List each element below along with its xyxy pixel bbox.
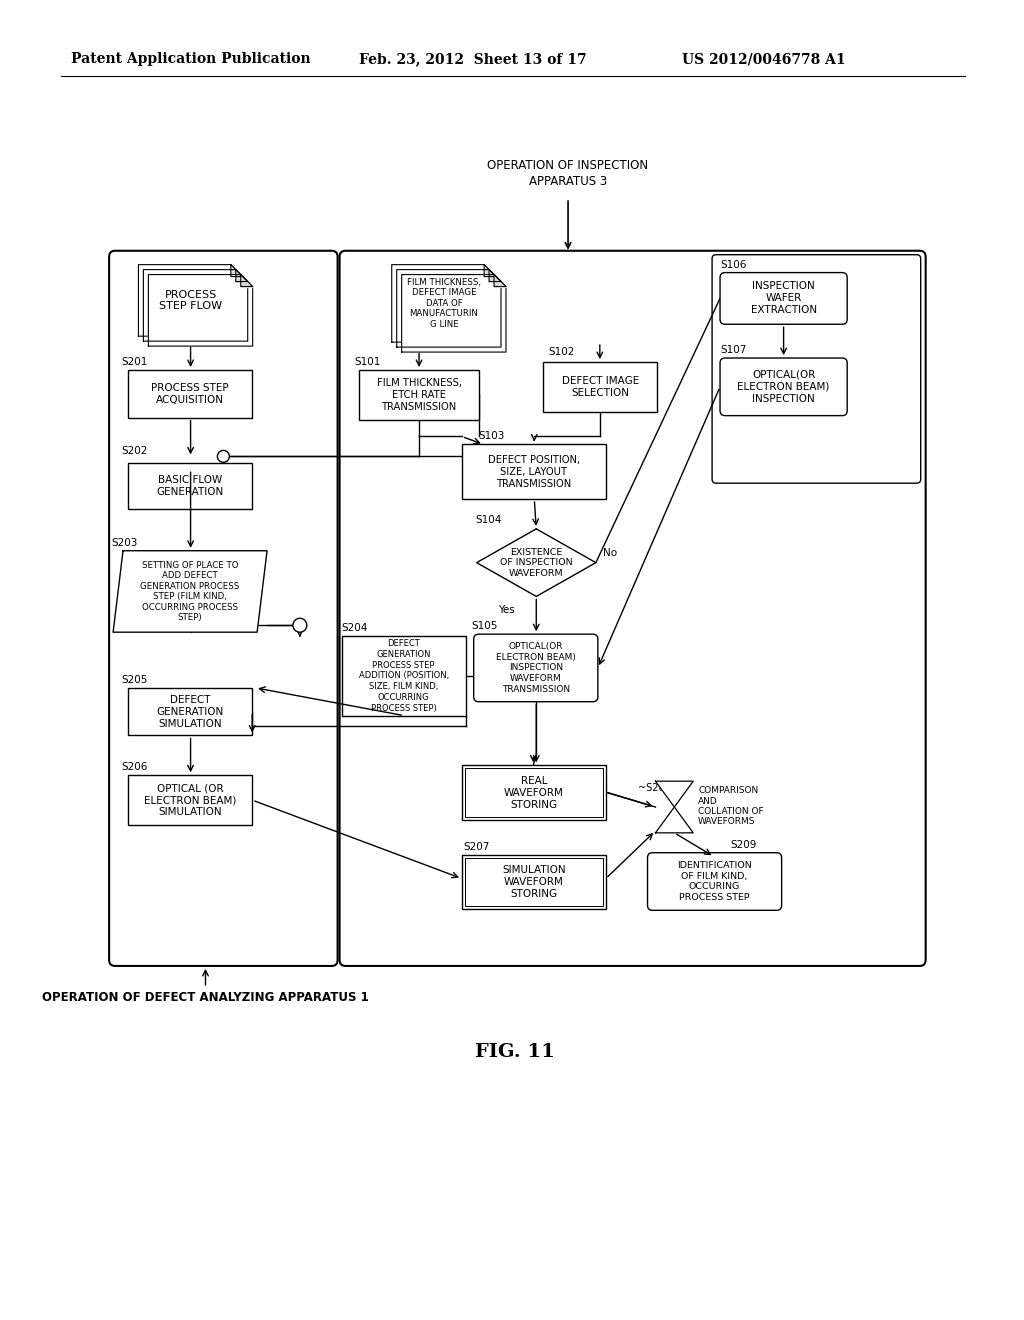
Text: DEFECT IMAGE
SELECTION: DEFECT IMAGE SELECTION	[562, 376, 639, 397]
Text: FILM THICKNESS,
DEFECT IMAGE
DATA OF
MANUFACTURIN
G LINE: FILM THICKNESS, DEFECT IMAGE DATA OF MAN…	[407, 279, 481, 329]
Text: EXISTENCE
OF INSPECTION
WAVEFORM: EXISTENCE OF INSPECTION WAVEFORM	[500, 548, 572, 578]
FancyBboxPatch shape	[720, 358, 847, 416]
Text: S104: S104	[476, 515, 502, 525]
Text: Patent Application Publication: Patent Application Publication	[72, 51, 311, 66]
Polygon shape	[494, 275, 506, 286]
Text: FILM THICKNESS,
ETCH RATE
TRANSMISSION: FILM THICKNESS, ETCH RATE TRANSMISSION	[377, 378, 462, 412]
Bar	[462, 445, 606, 499]
Text: BASIC FLOW
GENERATION: BASIC FLOW GENERATION	[157, 475, 223, 498]
Text: COMPARISON
AND
COLLATION OF
WAVEFORMS: COMPARISON AND COLLATION OF WAVEFORMS	[698, 787, 764, 826]
Text: DEFECT
GENERATION
SIMULATION: DEFECT GENERATION SIMULATION	[157, 694, 223, 729]
Polygon shape	[489, 269, 501, 281]
Text: ~S208: ~S208	[638, 783, 671, 793]
Polygon shape	[236, 269, 248, 281]
Polygon shape	[392, 264, 496, 342]
Text: S206: S206	[121, 762, 147, 772]
Bar	[465, 858, 603, 907]
Bar	[342, 636, 466, 715]
Text: REAL
WAVEFORM
STORING: REAL WAVEFORM STORING	[504, 776, 564, 809]
Text: S209: S209	[730, 840, 757, 850]
Polygon shape	[230, 264, 243, 277]
Circle shape	[293, 618, 307, 632]
Polygon shape	[113, 550, 267, 632]
Text: S107: S107	[720, 345, 746, 355]
Polygon shape	[476, 529, 596, 597]
Bar	[128, 688, 252, 735]
Polygon shape	[138, 264, 243, 337]
Polygon shape	[655, 781, 693, 807]
FancyBboxPatch shape	[712, 255, 921, 483]
Bar	[465, 768, 603, 817]
Polygon shape	[241, 275, 253, 286]
Text: S102: S102	[548, 347, 574, 358]
Text: IDENTIFICATION
OF FILM KIND,
OCCURING
PROCESS STEP: IDENTIFICATION OF FILM KIND, OCCURING PR…	[677, 861, 752, 902]
Text: SIMULATION
WAVEFORM
STORING: SIMULATION WAVEFORM STORING	[502, 865, 565, 899]
Text: FIG. 11: FIG. 11	[475, 1043, 555, 1061]
Text: S106: S106	[720, 260, 746, 269]
Text: DEFECT POSITION,
SIZE, LAYOUT
TRANSMISSION: DEFECT POSITION, SIZE, LAYOUT TRANSMISSI…	[487, 455, 580, 488]
Text: OPTICAL (OR
ELECTRON BEAM)
SIMULATION: OPTICAL (OR ELECTRON BEAM) SIMULATION	[144, 783, 237, 817]
Text: S201: S201	[121, 356, 147, 367]
Text: S204: S204	[342, 623, 368, 634]
Text: No: No	[603, 548, 616, 558]
Text: PROCESS STEP
ACQUISITION: PROCESS STEP ACQUISITION	[152, 383, 229, 405]
Text: OPERATION OF INSPECTION
APPARATUS 3: OPERATION OF INSPECTION APPARATUS 3	[487, 158, 648, 187]
Text: INSPECTION
WAFER
EXTRACTION: INSPECTION WAFER EXTRACTION	[751, 281, 817, 315]
Text: PROCESS
STEP FLOW: PROCESS STEP FLOW	[159, 289, 222, 312]
Polygon shape	[143, 269, 248, 341]
Text: S207: S207	[464, 842, 490, 851]
Text: S103: S103	[478, 432, 505, 441]
Polygon shape	[401, 275, 506, 352]
Bar	[359, 370, 478, 420]
Text: Feb. 23, 2012  Sheet 13 of 17: Feb. 23, 2012 Sheet 13 of 17	[359, 51, 587, 66]
Text: SETTING OF PLACE TO
ADD DEFECT
GENERATION PROCESS
STEP (FILM KIND,
OCCURRING PRO: SETTING OF PLACE TO ADD DEFECT GENERATIO…	[140, 561, 240, 622]
Bar	[462, 766, 606, 820]
Circle shape	[217, 450, 229, 462]
Polygon shape	[148, 275, 253, 346]
Bar	[128, 463, 252, 510]
FancyBboxPatch shape	[110, 251, 338, 966]
FancyBboxPatch shape	[474, 634, 598, 702]
Text: US 2012/0046778 A1: US 2012/0046778 A1	[682, 51, 846, 66]
Bar	[128, 775, 252, 825]
Text: OPERATION OF DEFECT ANALYZING APPARATUS 1: OPERATION OF DEFECT ANALYZING APPARATUS …	[42, 991, 369, 1005]
Text: S101: S101	[354, 356, 381, 367]
Polygon shape	[484, 264, 496, 277]
Text: DEFECT
GENERATION
PROCESS STEP
ADDITION (POSITION,
SIZE, FILM KIND,
OCCURRING
PR: DEFECT GENERATION PROCESS STEP ADDITION …	[358, 639, 449, 713]
FancyBboxPatch shape	[647, 853, 781, 911]
Text: OPTICAL(OR
ELECTRON BEAM)
INSPECTION: OPTICAL(OR ELECTRON BEAM) INSPECTION	[737, 370, 829, 404]
Bar	[462, 854, 606, 909]
Polygon shape	[655, 807, 693, 833]
FancyBboxPatch shape	[720, 273, 847, 325]
Text: S203: S203	[112, 537, 137, 548]
Text: S105: S105	[472, 622, 498, 631]
Text: OPTICAL(OR
ELECTRON BEAM)
INSPECTION
WAVEFORM
TRANSMISSION: OPTICAL(OR ELECTRON BEAM) INSPECTION WAV…	[496, 642, 575, 694]
Bar	[543, 362, 657, 412]
Text: S205: S205	[121, 675, 147, 685]
Text: S202: S202	[121, 446, 147, 457]
Polygon shape	[396, 269, 501, 347]
Text: Yes: Yes	[499, 606, 515, 615]
FancyBboxPatch shape	[340, 251, 926, 966]
Bar	[128, 370, 252, 417]
